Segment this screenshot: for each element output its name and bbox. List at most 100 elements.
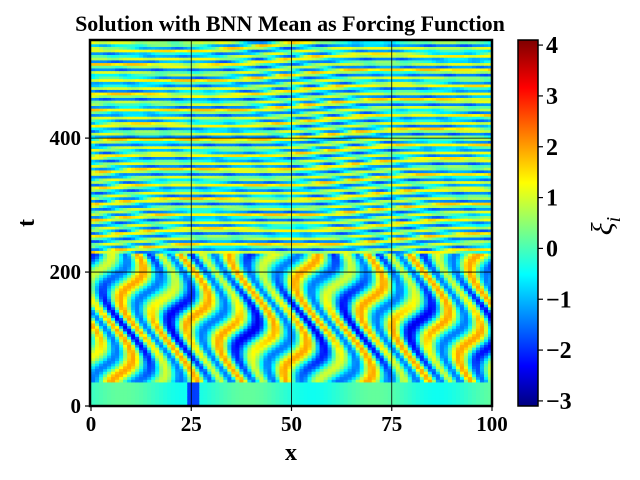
heatmap-cell <box>423 306 429 310</box>
heatmap-cell <box>195 357 200 361</box>
heatmap-cell <box>299 346 305 351</box>
heatmap-cell <box>371 389 377 394</box>
heatmap-cell <box>155 322 160 327</box>
heatmap-cell <box>219 381 224 386</box>
heatmap-cell <box>95 392 100 396</box>
heatmap-cell <box>111 320 116 324</box>
heatmap-cell <box>271 330 277 335</box>
heatmap-cell <box>355 328 361 332</box>
heatmap-cell <box>299 371 305 375</box>
heatmap-cell <box>299 333 305 337</box>
heatmap-cell <box>459 379 465 383</box>
heatmap-cell <box>295 344 301 348</box>
heatmap-cell <box>247 384 252 388</box>
heatmap-cell <box>243 304 248 308</box>
heatmap-cell <box>383 312 389 316</box>
heatmap-cell <box>251 314 257 319</box>
heatmap-cell <box>299 304 305 308</box>
heatmap-cell <box>199 371 204 375</box>
heatmap-cell <box>295 363 301 367</box>
heatmap-cell <box>295 387 301 391</box>
heatmap-cell <box>231 357 236 361</box>
heatmap-cell <box>159 344 164 348</box>
heatmap-cell <box>111 392 116 396</box>
heatmap-cell <box>307 293 313 297</box>
heatmap-cell <box>347 309 353 313</box>
heatmap-cell <box>247 397 252 402</box>
heatmap-cell <box>183 373 188 378</box>
heatmap-cell <box>411 293 417 297</box>
heatmap-cell <box>91 344 96 348</box>
heatmap-cell <box>363 381 369 386</box>
heatmap-cell <box>379 355 385 359</box>
heatmap-cell <box>243 328 248 332</box>
heatmap-cell <box>227 333 232 337</box>
heatmap-cell <box>307 392 313 396</box>
heatmap-cell <box>319 330 325 335</box>
heatmap-cell <box>319 320 325 324</box>
heatmap-cell <box>203 330 208 335</box>
heatmap-cell <box>327 381 333 386</box>
heatmap-cell <box>403 333 409 337</box>
heatmap-cell <box>371 298 377 302</box>
heatmap-cell <box>451 373 457 378</box>
heatmap-cell <box>403 360 409 364</box>
heatmap-cell <box>435 290 441 294</box>
heatmap-cell <box>419 381 425 386</box>
heatmap-cell <box>479 301 485 305</box>
heatmap-cell <box>307 309 313 313</box>
heatmap-cell <box>271 355 277 359</box>
heatmap-cell <box>187 304 192 308</box>
heatmap-cell <box>211 309 216 313</box>
heatmap-cell <box>227 330 232 335</box>
heatmap-cell <box>103 395 108 399</box>
heatmap-cell <box>267 352 273 356</box>
heatmap-cell <box>267 389 273 394</box>
heatmap-cell <box>431 333 437 337</box>
heatmap-cell <box>215 371 220 375</box>
heatmap-cell <box>447 295 453 300</box>
heatmap-cell <box>107 306 112 310</box>
heatmap-cell <box>487 389 492 394</box>
heatmap-cell <box>343 381 349 386</box>
heatmap-cell <box>395 368 401 372</box>
heatmap-cell <box>139 295 144 300</box>
heatmap-cell <box>263 293 269 297</box>
heatmap-cell <box>467 306 473 310</box>
heatmap-cell <box>95 363 100 367</box>
heatmap-cell <box>427 352 433 356</box>
heatmap-cell <box>355 371 361 375</box>
heatmap-cell <box>343 341 349 345</box>
heatmap-cell <box>267 395 273 399</box>
heatmap-cell <box>143 371 148 375</box>
heatmap-cell <box>415 306 421 310</box>
heatmap-cell <box>175 379 180 383</box>
heatmap-cell <box>171 365 176 370</box>
heatmap-cell <box>467 373 473 378</box>
heatmap-cell <box>407 304 413 308</box>
heatmap-cell <box>327 373 333 378</box>
heatmap-cell <box>187 397 192 402</box>
heatmap-cell <box>315 325 321 329</box>
heatmap-cell <box>455 317 461 321</box>
heatmap-cell <box>399 392 405 396</box>
heatmap-cell <box>455 341 461 345</box>
heatmap-cell <box>475 309 481 313</box>
heatmap-cell <box>447 293 453 297</box>
heatmap-cell <box>467 312 473 316</box>
heatmap-cell <box>351 387 357 391</box>
heatmap-cell <box>467 304 473 308</box>
heatmap-cell <box>107 363 112 367</box>
heatmap-cell <box>303 320 309 324</box>
heatmap-cell <box>387 352 393 356</box>
heatmap-cell <box>195 397 200 402</box>
heatmap-cell <box>255 336 261 340</box>
heatmap-cell <box>483 336 489 340</box>
heatmap-cell <box>139 325 144 329</box>
heatmap-cell <box>167 360 172 364</box>
heatmap-cell <box>335 403 341 406</box>
heatmap-cell <box>315 355 321 359</box>
heatmap-cell <box>203 389 208 394</box>
heatmap-cell <box>315 371 321 375</box>
heatmap-cell <box>379 298 385 302</box>
